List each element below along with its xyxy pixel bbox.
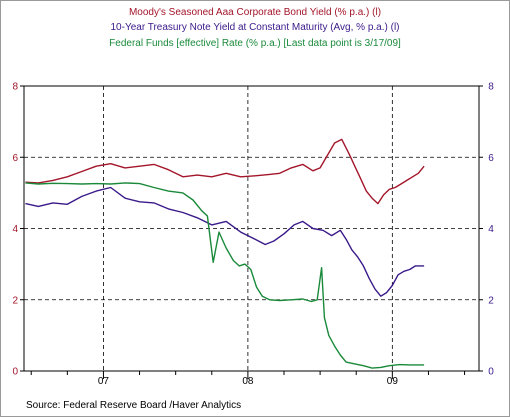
legend-entry-fedfunds: Federal Funds [effective] Rate (% p.a.) … — [109, 38, 401, 49]
x-tick-label: 08 — [242, 376, 254, 387]
y-tick-label-right: 6 — [488, 153, 494, 164]
y-tick-label-right: 4 — [488, 224, 494, 235]
series-line-3 — [25, 182, 425, 369]
x-tick-label: 09 — [387, 376, 399, 387]
legend-entry-treasury: 10-Year Treasury Note Yield at Constant … — [110, 22, 399, 33]
y-tick-label-left: 8 — [12, 82, 18, 93]
y-tick-label-left: 4 — [12, 224, 18, 235]
x-tick-label: 07 — [98, 376, 110, 387]
series-line-2 — [25, 186, 425, 297]
legend: Moody's Seasoned Aaa Corporate Bond Yiel… — [109, 7, 401, 49]
grid — [24, 86, 479, 371]
source-note: Source: Federal Reserve Board /Haver Ana… — [26, 400, 241, 411]
left-axis: 0 2 4 6 8 — [12, 82, 24, 378]
y-tick-label-left: 2 — [12, 295, 18, 306]
right-axis: 0 2 4 6 8 — [479, 82, 494, 378]
series-line-1 — [25, 138, 425, 205]
y-tick-label-left: 6 — [12, 153, 18, 164]
y-tick-label-left: 0 — [12, 367, 18, 378]
y-tick-label-right: 2 — [488, 295, 494, 306]
y-tick-label-right: 8 — [488, 82, 494, 93]
y-tick-label-right: 0 — [488, 367, 494, 378]
series-group — [25, 138, 425, 369]
x-axis: 07 08 09 — [30, 371, 466, 387]
legend-entry-aaa: Moody's Seasoned Aaa Corporate Bond Yiel… — [129, 7, 381, 18]
